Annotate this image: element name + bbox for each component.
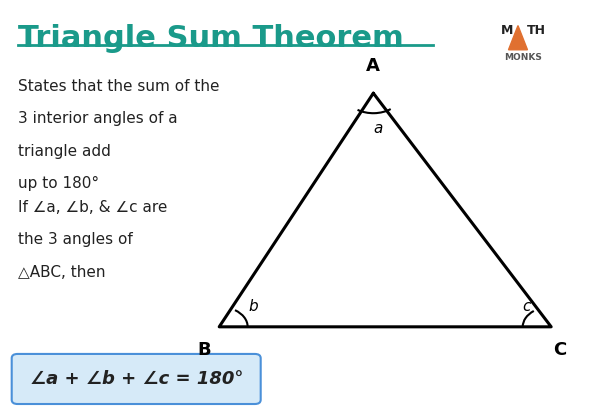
Text: ∠a + ∠b + ∠c = 180°: ∠a + ∠b + ∠c = 180° [29, 370, 243, 388]
Text: MONKS: MONKS [505, 52, 542, 62]
Text: TH: TH [527, 24, 546, 37]
Text: b: b [249, 299, 259, 314]
Text: A: A [367, 57, 380, 75]
Text: States that the sum of the: States that the sum of the [17, 79, 219, 94]
Text: triangle add: triangle add [17, 144, 110, 159]
Text: Triangle Sum Theorem: Triangle Sum Theorem [17, 24, 403, 53]
Text: a: a [373, 121, 383, 136]
Text: C: C [553, 341, 567, 359]
Text: △ABC, then: △ABC, then [17, 265, 105, 280]
Polygon shape [509, 26, 527, 50]
FancyBboxPatch shape [12, 354, 260, 404]
Text: M: M [501, 24, 513, 37]
Text: c: c [522, 299, 530, 314]
Text: the 3 angles of: the 3 angles of [17, 232, 133, 247]
Text: 3 interior angles of a: 3 interior angles of a [17, 111, 177, 126]
Text: up to 180°: up to 180° [17, 176, 99, 191]
Text: B: B [197, 341, 211, 359]
Text: If ∠a, ∠b, & ∠c are: If ∠a, ∠b, & ∠c are [17, 200, 167, 215]
